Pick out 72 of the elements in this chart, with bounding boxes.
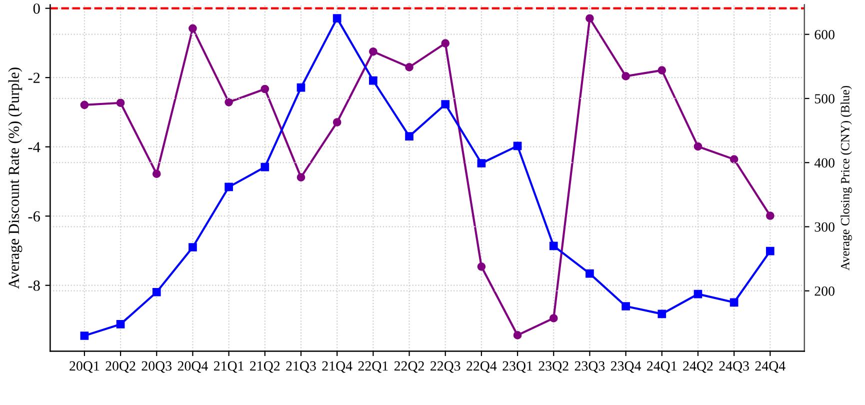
y-tick-label: -6	[28, 211, 40, 222]
point	[152, 288, 161, 296]
x-tick-label: 22Q3	[430, 361, 460, 373]
point	[80, 332, 89, 340]
x-tick-label: 21Q4	[322, 361, 352, 373]
x-tick-label: 23Q1	[502, 361, 532, 373]
x-tick-label: 24Q1	[647, 361, 676, 373]
point	[513, 331, 522, 340]
point	[405, 63, 414, 72]
point	[766, 212, 774, 220]
point	[296, 83, 306, 92]
point	[296, 173, 306, 182]
point	[332, 118, 342, 126]
x-tick-label: 21Q1	[214, 361, 244, 373]
x-tick-label: 20Q1	[70, 361, 100, 373]
point	[477, 262, 486, 271]
point	[694, 290, 702, 298]
y-tick-label: 0	[33, 3, 40, 14]
point	[622, 72, 630, 80]
y2-tick-label: 500	[814, 94, 834, 104]
point	[766, 246, 774, 256]
y2-tick-label: 600	[814, 30, 834, 40]
point	[441, 39, 450, 48]
y-tick-label: -4	[28, 142, 40, 152]
point	[260, 162, 270, 172]
point	[188, 243, 197, 252]
point	[477, 159, 486, 168]
x-tick-label: 20Q2	[106, 361, 136, 373]
x-tick-label: 23Q4	[610, 361, 642, 373]
point	[152, 170, 161, 178]
point	[188, 24, 197, 33]
y-tick-label: -2	[28, 72, 40, 83]
point	[369, 47, 378, 56]
point	[622, 302, 630, 310]
x-tick-label: 23Q3	[574, 361, 605, 373]
point	[224, 182, 233, 192]
point	[658, 310, 666, 318]
y2-tick-label: 300	[814, 222, 834, 232]
point	[694, 142, 702, 151]
x-tick-label: 20Q4	[178, 361, 208, 373]
point	[405, 132, 414, 140]
point	[586, 14, 594, 23]
y-axis-title: Average Discount Rate (%) (Purple)	[8, 68, 22, 289]
x-tick-label: 23Q2	[538, 361, 568, 373]
x-tick-label: 22Q2	[394, 361, 424, 373]
point	[549, 314, 558, 322]
point	[586, 269, 594, 278]
point	[658, 66, 666, 74]
point	[116, 320, 125, 328]
y2-tick-label: 200	[814, 286, 834, 296]
point	[730, 155, 738, 164]
x-tick-label: 24Q3	[719, 361, 749, 373]
x-tick-label: 20Q3	[142, 361, 172, 373]
y-tick-label: -8	[28, 280, 40, 291]
point	[260, 84, 270, 94]
x-tick-label: 24Q2	[683, 361, 713, 373]
point	[549, 242, 558, 250]
point	[224, 98, 233, 106]
point	[80, 100, 89, 110]
x-tick-label: 21Q2	[250, 361, 280, 373]
point	[441, 100, 450, 108]
point	[369, 76, 378, 85]
y2-axis-title: Average Closing Price (CNY) (Blue)	[840, 86, 852, 270]
y2-tick-label: 400	[814, 158, 834, 168]
x-tick-label: 24Q4	[755, 361, 786, 373]
point	[116, 98, 125, 108]
point	[332, 14, 342, 22]
x-tick-label: 22Q4	[466, 361, 497, 373]
x-tick-label: 21Q3	[286, 361, 316, 373]
point	[730, 298, 738, 307]
point	[513, 142, 522, 150]
x-tick-label: 22Q1	[358, 361, 388, 373]
